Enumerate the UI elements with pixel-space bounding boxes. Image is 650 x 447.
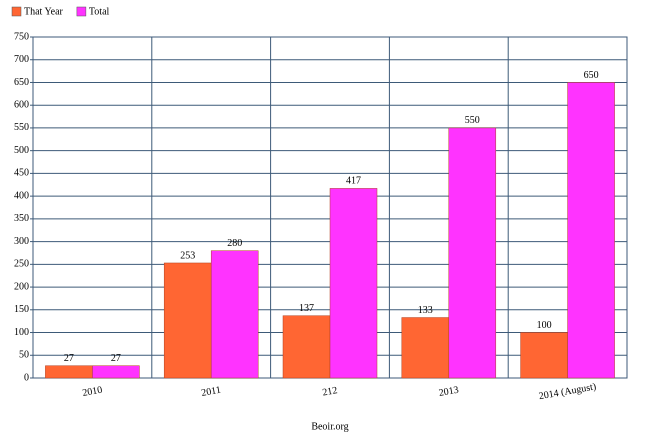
bar <box>45 365 93 379</box>
y-tick-label: 0 <box>24 372 29 383</box>
bar <box>210 250 259 379</box>
x-tick-label: 2011 <box>201 385 222 399</box>
data-label: 27 <box>64 353 74 364</box>
y-tick-label: 700 <box>14 54 29 65</box>
data-label: 137 <box>299 303 314 314</box>
bar <box>448 127 497 379</box>
data-label: 550 <box>465 115 480 126</box>
bar <box>329 188 378 379</box>
y-tick-label: 650 <box>14 77 29 88</box>
data-label: 253 <box>180 250 195 261</box>
bar <box>92 365 140 379</box>
data-label: 27 <box>111 353 121 364</box>
y-tick-label: 400 <box>14 190 29 201</box>
y-tick-label: 250 <box>14 259 29 270</box>
data-label: 133 <box>418 305 433 316</box>
data-label: 650 <box>584 70 599 81</box>
data-label: 100 <box>537 320 552 331</box>
y-tick-label: 550 <box>14 122 29 133</box>
x-tick-label: 2010 <box>82 385 104 399</box>
y-tick-label: 200 <box>14 281 29 292</box>
bar <box>282 315 331 379</box>
x-tick-label: 2013 <box>438 385 460 399</box>
legend-label: That Year <box>24 6 64 17</box>
y-tick-label: 350 <box>14 213 29 224</box>
y-tick-label: 600 <box>14 99 29 110</box>
legend-swatch <box>76 6 87 17</box>
bar <box>163 262 212 379</box>
y-tick-label: 100 <box>14 327 29 338</box>
y-tick-label: 150 <box>14 304 29 315</box>
y-tick-label: 500 <box>14 145 29 156</box>
y-tick-label: 300 <box>14 236 29 247</box>
bar <box>401 317 450 379</box>
bar <box>520 332 568 379</box>
legend-label: Total <box>89 6 110 17</box>
x-tick-label: 212 <box>322 385 339 398</box>
data-label: 417 <box>346 176 361 187</box>
bar <box>567 82 615 379</box>
data-label: 280 <box>227 238 242 249</box>
y-tick-label: 450 <box>14 168 29 179</box>
y-tick-label: 750 <box>14 31 29 42</box>
x-axis-label: Beoir.org <box>311 421 348 432</box>
y-tick-label: 50 <box>19 350 29 361</box>
legend-swatch <box>11 6 22 17</box>
